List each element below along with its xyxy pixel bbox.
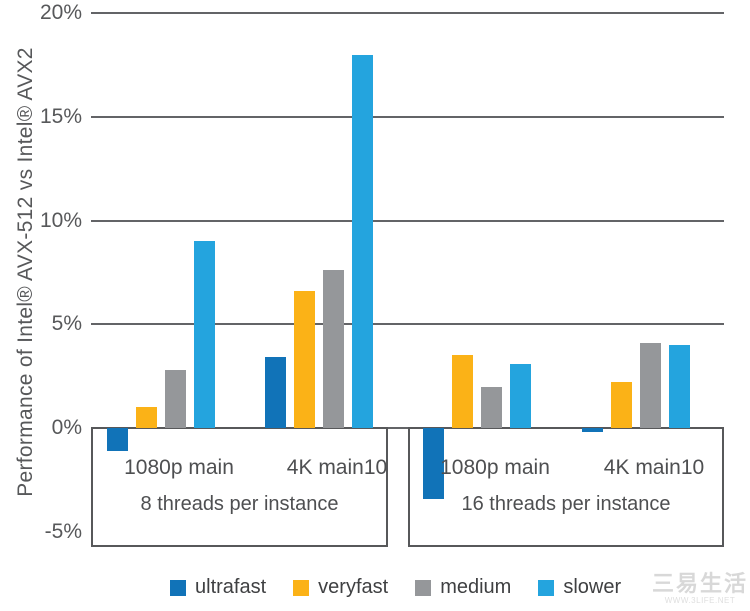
legend-item-veryfast: veryfast [293,576,388,599]
y-tick-label: 0% [51,416,82,439]
watermark-subtext: WWW.3LIFE.NET [664,596,736,605]
y-tick-label: 20% [39,1,82,24]
gridline-5 [91,323,724,326]
bar-slower [194,241,215,428]
bar-veryfast [611,382,632,428]
bar-medium [165,369,186,428]
watermark: 三易生活 WWW.3LIFE.NET [652,566,748,605]
group-label: 8 threads per instance [140,493,339,515]
legend-label: slower [563,576,622,598]
y-tick-label: 15% [39,104,82,128]
legend-swatch-ultrafast [170,579,186,596]
legend-item-ultrafast: ultrafast [170,576,266,599]
bar-slower [510,363,531,428]
bar-medium [640,342,661,428]
gridline-10 [91,219,724,222]
legend-swatch-slower [538,579,555,596]
bar-veryfast [294,291,315,428]
bar-medium [481,386,502,428]
category-label: 1080p main [440,456,550,479]
legend-label: veryfast [318,576,389,598]
gridline-20 [91,12,724,14]
category-label: 1080p main [124,456,234,479]
group-box [408,427,724,547]
legend-item-medium: medium [415,576,511,599]
bar-ultrafast [423,428,444,499]
gridline-15 [91,115,724,118]
bar-veryfast [136,407,157,428]
legend-label: medium [440,576,512,598]
y-tick-label: -5% [44,519,82,543]
y-tick-label: 10% [39,208,82,232]
legend: ultrafast veryfast medium slower [170,576,621,599]
legend-swatch-medium [415,579,432,596]
bar-ultrafast [107,428,128,451]
group-label: 16 threads per instance [461,493,671,515]
legend-item-slower: slower [538,576,621,599]
legend-swatch-veryfast [293,579,310,596]
watermark-text: 三易生活 [651,571,748,596]
bar-veryfast [452,355,473,428]
bar-ultrafast [582,428,603,433]
gridline-0 [91,427,724,429]
category-label: 4K main10 [286,456,388,479]
bar-medium [323,270,344,428]
y-tick-label: 5% [51,312,82,336]
bar-slower [352,54,373,428]
bar-ultrafast [265,357,286,428]
category-label: 4K main10 [603,456,705,479]
bar-slower [669,345,690,428]
legend-label: ultrafast [195,576,267,598]
group-box [91,427,388,547]
